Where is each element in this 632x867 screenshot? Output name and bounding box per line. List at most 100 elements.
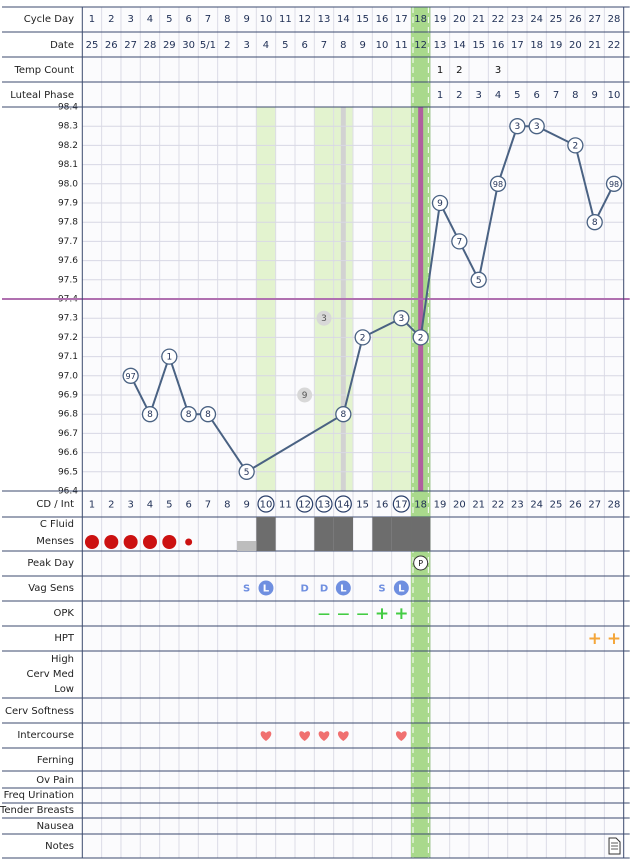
cd-int-cell: 20 bbox=[453, 500, 466, 511]
date-cell: 29 bbox=[163, 40, 176, 51]
cd-int-cell: 28 bbox=[608, 500, 621, 511]
vag-sens-cell: D bbox=[320, 584, 328, 595]
cycle-day-cell: 4 bbox=[147, 14, 153, 25]
y-tick-label: 97.1 bbox=[58, 352, 78, 362]
cd-int-cell: 3 bbox=[127, 500, 133, 511]
menses-heavy bbox=[84, 535, 99, 549]
temp-label: 5 bbox=[476, 276, 482, 286]
row-label: Nausea bbox=[37, 821, 74, 832]
vag-sens-cell: S bbox=[378, 584, 385, 595]
temp-label: 3 bbox=[514, 122, 520, 132]
date-cell: 20 bbox=[569, 40, 582, 51]
temp-point bbox=[528, 118, 545, 135]
peak-circle bbox=[413, 555, 429, 571]
cycle-day-cell: 16 bbox=[376, 14, 389, 25]
date-cell: 10 bbox=[376, 40, 389, 51]
opk-cell: — bbox=[357, 607, 369, 621]
cycle-day-cell: 13 bbox=[318, 14, 331, 25]
row-label: Date bbox=[50, 40, 74, 51]
y-tick-label: 97.0 bbox=[58, 371, 78, 381]
temp-count-cell: 1 bbox=[437, 65, 443, 76]
cd-int-cell: 26 bbox=[569, 500, 582, 511]
discarded-point bbox=[316, 310, 332, 326]
cd-int-cell: 14 bbox=[337, 500, 350, 511]
row-label: Menses bbox=[36, 536, 74, 547]
y-tick-label: 98.0 bbox=[58, 179, 78, 189]
cycle-day-cell: 8 bbox=[224, 14, 230, 25]
sens-bubble bbox=[335, 580, 351, 596]
date-cell: 8 bbox=[340, 40, 346, 51]
temp-label: 8 bbox=[186, 410, 192, 420]
row-label: CD / Int bbox=[36, 499, 74, 510]
temp-label: 8 bbox=[592, 218, 598, 228]
temp-count-cell: 2 bbox=[456, 65, 462, 76]
y-tick-label: 97.6 bbox=[58, 256, 78, 266]
cd-int-cell: 18 bbox=[414, 500, 427, 511]
temp-point bbox=[199, 406, 217, 423]
fluid-block bbox=[372, 517, 392, 551]
date-cell: 7 bbox=[321, 40, 327, 51]
vag-sens-cell: D bbox=[301, 584, 309, 595]
discarded-point bbox=[297, 387, 313, 403]
y-tick-label: 98.1 bbox=[58, 160, 78, 170]
row-label: High bbox=[51, 654, 74, 665]
spotting-block bbox=[236, 541, 257, 551]
cycle-day-cell: 22 bbox=[492, 14, 505, 25]
date-cell: 2 bbox=[224, 40, 230, 51]
temp-point bbox=[238, 463, 255, 480]
cd-int-cell: 27 bbox=[588, 500, 601, 511]
temp-point bbox=[509, 118, 526, 135]
cycle-day-cell: 27 bbox=[588, 14, 601, 25]
temp-point bbox=[141, 406, 159, 423]
date-cell: 5 bbox=[282, 40, 288, 51]
cd-int-cell: 13 bbox=[318, 500, 331, 511]
row-label: Cycle Day bbox=[24, 14, 74, 25]
intercourse-circle bbox=[392, 495, 410, 513]
luteal-phase-cell: 2 bbox=[456, 90, 462, 101]
opk-cell: — bbox=[337, 607, 349, 621]
cycle-day-cell: 2 bbox=[108, 14, 114, 25]
y-tick-label: 97.3 bbox=[58, 314, 78, 324]
cd-int-cell: 6 bbox=[185, 500, 191, 511]
temp-label: 5 bbox=[244, 468, 250, 478]
opk-cell: + bbox=[375, 604, 389, 624]
row-label: Vag Sens bbox=[28, 583, 74, 594]
cycle-day-cell: 12 bbox=[298, 14, 311, 25]
sens-bubble bbox=[393, 580, 409, 596]
cycle-day-cell: 26 bbox=[569, 14, 582, 25]
cycle-day-cell: 10 bbox=[260, 14, 273, 25]
menses-heavy bbox=[123, 535, 138, 549]
temp-count-cell: 3 bbox=[495, 65, 501, 76]
temp-label: 8 bbox=[205, 410, 211, 420]
date-cell: 14 bbox=[453, 40, 466, 51]
cd-int-cell: 7 bbox=[205, 500, 211, 511]
vag-sens-cell: L bbox=[263, 584, 270, 595]
date-cell: 15 bbox=[472, 40, 485, 51]
temp-label: 98 bbox=[609, 180, 619, 189]
intercourse-circle bbox=[296, 495, 314, 513]
date-cell: 19 bbox=[550, 40, 563, 51]
y-tick-label: 96.8 bbox=[58, 410, 78, 420]
date-cell: 27 bbox=[124, 40, 137, 51]
cd-int-cell: 21 bbox=[472, 500, 485, 511]
cycle-day-cell: 7 bbox=[205, 14, 211, 25]
row-label: Cerv Softness bbox=[5, 706, 74, 717]
row-label: Cerv Med bbox=[27, 669, 74, 680]
cd-int-cell: 1 bbox=[89, 500, 95, 511]
heart bbox=[337, 731, 349, 741]
date-cell: 25 bbox=[86, 40, 99, 51]
cycle-day-cell: 11 bbox=[279, 14, 292, 25]
luteal-phase-cell: 1 bbox=[437, 90, 443, 101]
date-cell: 22 bbox=[608, 40, 621, 51]
menses-heavy bbox=[104, 535, 119, 549]
luteal-phase-cell: 4 bbox=[495, 90, 501, 101]
cd-int-cell: 16 bbox=[376, 500, 389, 511]
row-label: Temp Count bbox=[13, 65, 74, 76]
y-tick-label: 96.9 bbox=[58, 391, 78, 401]
intercourse-circle bbox=[334, 495, 352, 513]
row-label: Intercourse bbox=[17, 730, 74, 741]
peak-label: P bbox=[418, 559, 423, 568]
row-label: Notes bbox=[45, 841, 74, 852]
heart bbox=[395, 731, 407, 741]
intercourse-circle bbox=[257, 495, 275, 513]
